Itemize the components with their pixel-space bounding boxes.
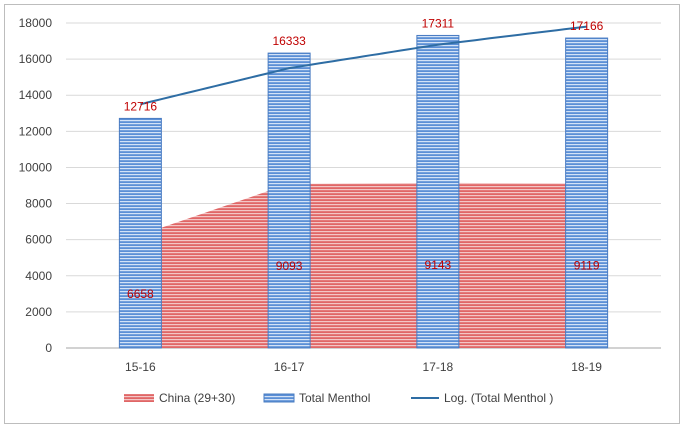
y-tick-label: 18000 (19, 16, 53, 30)
china-area (161, 182, 566, 348)
area-data-label: 6658 (127, 287, 154, 301)
x-tick-label: 17-18 (423, 360, 454, 374)
data-labels: 12716 16333 17311 17166 6658 9093 9143 9119 (124, 16, 604, 300)
legend-label: Total Menthol (299, 391, 370, 405)
y-tick-label: 10000 (19, 160, 53, 174)
legend-swatch-bar (263, 393, 295, 403)
x-axis: 15-16 16-17 17-18 18-19 (125, 360, 602, 374)
legend-swatch-area (124, 394, 154, 402)
y-tick-label: 12000 (19, 124, 53, 138)
area-data-label: 9119 (574, 258, 600, 272)
bar-data-label: 17166 (570, 19, 604, 33)
area-data-label: 9093 (276, 259, 303, 273)
bar-data-label: 12716 (124, 99, 158, 113)
y-tick-label: 14000 (19, 88, 53, 102)
log-trendline (140, 25, 587, 106)
bar-data-label: 16333 (272, 34, 306, 48)
x-tick-label: 18-19 (571, 360, 602, 374)
x-tick-label: 16-17 (274, 360, 305, 374)
trendline (140, 25, 587, 106)
y-tick-label: 2000 (25, 305, 52, 319)
y-tick-label: 4000 (25, 269, 52, 283)
y-axis: 0 2000 4000 6000 8000 10000 12000 14000 16000 180… (19, 16, 53, 355)
legend-label: China (29+30) (159, 391, 235, 405)
bar-total-menthol (416, 34, 460, 349)
bar-data-label: 17311 (422, 16, 455, 30)
y-tick-label: 8000 (25, 197, 52, 211)
legend-label: Log. (Total Menthol ) (444, 391, 553, 405)
bar-total-menthol (565, 37, 609, 349)
legend: China (29+30) Total Menthol Log. (Total Me… (124, 391, 553, 405)
x-tick-label: 15-16 (125, 360, 156, 374)
y-tick-label: 6000 (25, 233, 52, 247)
china-area-series (161, 182, 566, 348)
bar-total-menthol (118, 117, 162, 349)
bar-total-menthol (267, 52, 311, 349)
y-tick-label: 0 (45, 341, 52, 355)
total-menthol-bars (118, 34, 609, 349)
y-tick-label: 16000 (19, 52, 53, 66)
area-data-label: 9143 (425, 258, 452, 272)
